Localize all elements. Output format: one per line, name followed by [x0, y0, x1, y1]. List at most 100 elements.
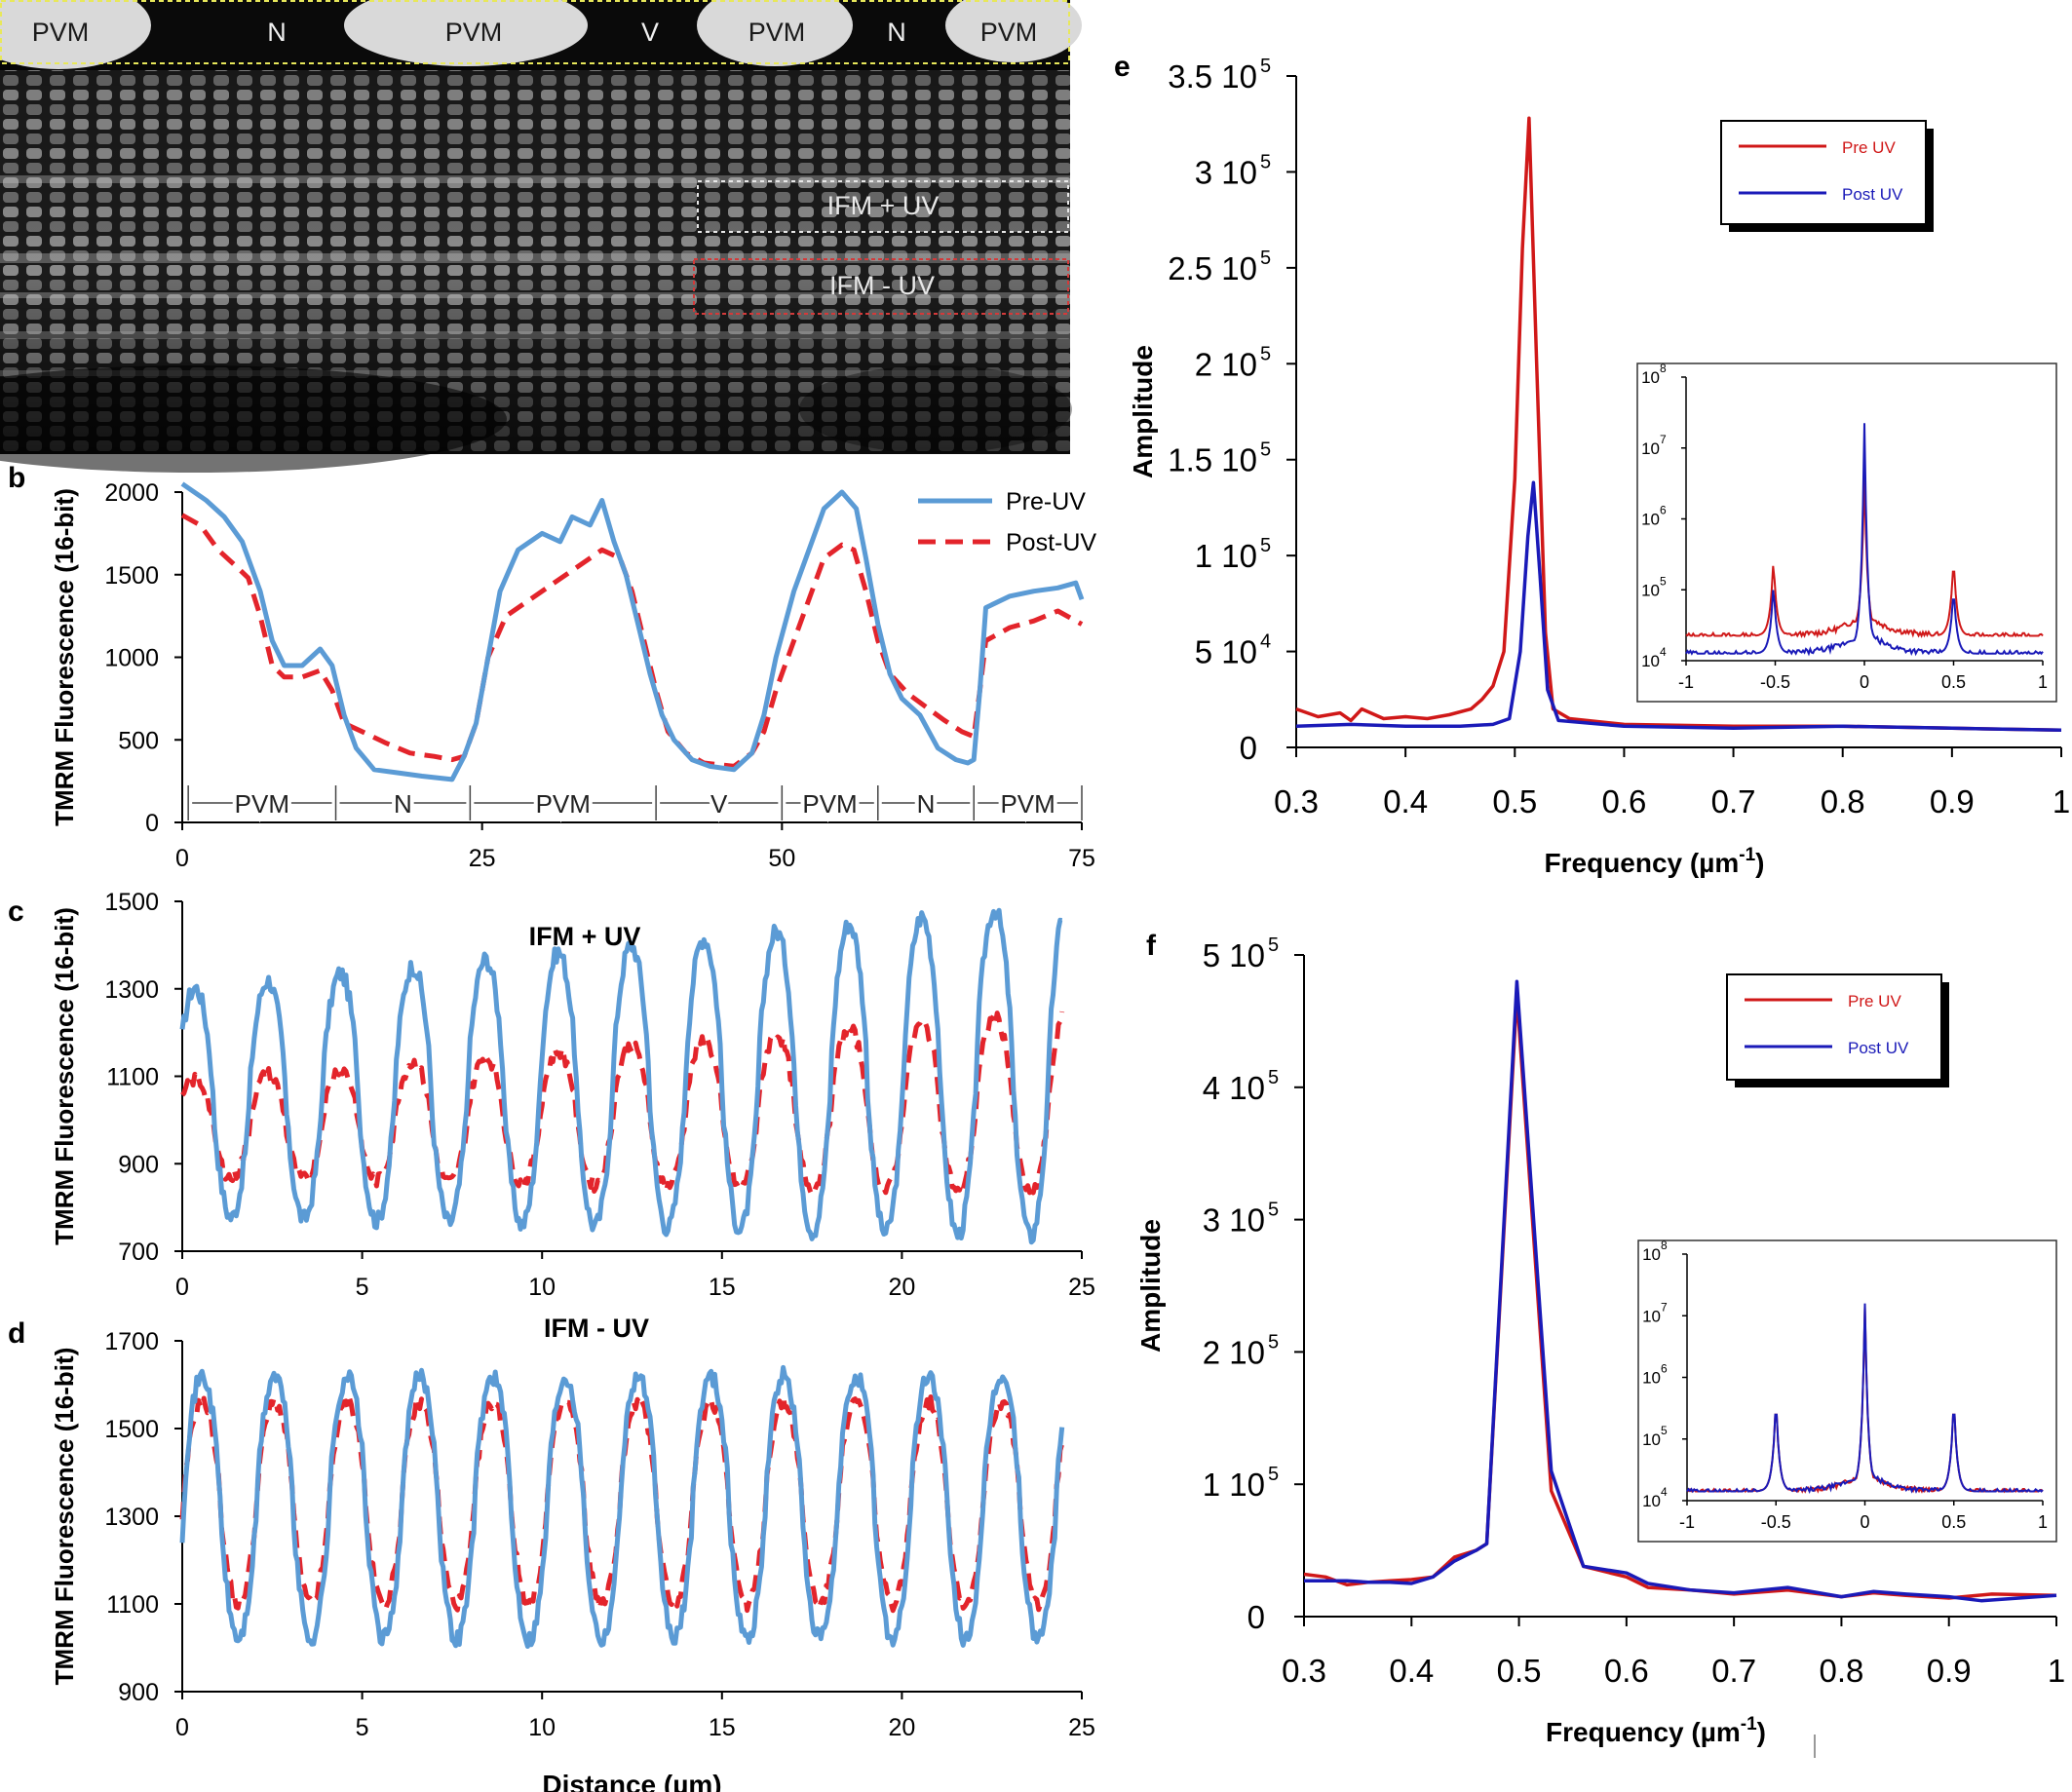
inset-y-tick-exponent: 6	[1661, 1362, 1668, 1376]
pvm-blob	[697, 0, 853, 66]
legend-label-post-uv: Post-UV	[1006, 529, 1096, 556]
y-tick-label: 2.5 10	[1168, 250, 1257, 286]
y-tick-label: 1000	[104, 645, 159, 672]
y-tick-label: 5 10	[1195, 634, 1257, 670]
x-tick-label: 20	[888, 1714, 915, 1741]
inset-y-tick-base: 10	[1642, 1492, 1661, 1510]
x-tick-label: 15	[709, 1274, 736, 1301]
y-tick-exponent: 5	[1268, 934, 1279, 956]
y-tick-label: 1300	[104, 976, 159, 1004]
x-tick-label: 25	[1068, 1274, 1095, 1301]
legend-label-pre-uv: Pre UV	[1848, 992, 1901, 1010]
inset-y-tick-exponent: 8	[1661, 1239, 1668, 1252]
inset-x-tick-label: 0	[1860, 1512, 1869, 1532]
x-tick-label: 0	[175, 1274, 189, 1301]
inset-x-tick-label: 0.5	[1941, 672, 1966, 692]
y-tick-exponent: 5	[1260, 151, 1271, 172]
y-tick-exponent: 5	[1260, 248, 1271, 269]
x-tick-label: 0.5	[1497, 1653, 1542, 1689]
x-tick-label: 1	[2048, 1653, 2065, 1689]
y-axis-label: Amplitude	[1128, 345, 1158, 478]
inset-x-tick-label: 0	[1860, 672, 1869, 692]
x-axis-label: Distance (µm)	[542, 1770, 721, 1792]
y-tick-label: 4 10	[1203, 1070, 1265, 1106]
inset-series-post-uv	[1686, 1303, 2044, 1495]
x-axis-label-main: Frequency (µm	[1546, 1717, 1741, 1747]
inset-y-tick-base: 10	[1642, 1245, 1661, 1264]
chart-b: 0 500 1000 1500 2000 0 25 50 75 TMRM Fluorescence…	[50, 479, 1096, 872]
inset-y-tick-exponent: 4	[1661, 1485, 1668, 1499]
inset-x-tick-label: -0.5	[1760, 672, 1790, 692]
y-axis-label: TMRM Fluorescence (16-bit)	[50, 907, 79, 1245]
y-tick-exponent: 5	[1268, 1200, 1279, 1221]
x-tick-label: 15	[709, 1714, 736, 1741]
region-label: N	[394, 789, 412, 819]
y-tick-label: 500	[118, 727, 159, 754]
y-tick-label: 1100	[106, 1064, 159, 1091]
y-tick-label: 900	[118, 1151, 159, 1178]
x-tick-label: 0.9	[1927, 1653, 1972, 1689]
series-line-post-uv	[1304, 979, 2057, 1603]
panel-letter-e: e	[1114, 51, 1131, 83]
chart-d: 900 1100 1300 1500 1700 0 5 10 15 20 25 TMRM Fluore…	[50, 1314, 1095, 1792]
x-tick-label: 0.6	[1601, 783, 1646, 820]
x-tick-label: 25	[469, 845, 496, 872]
inset-y-tick-exponent: 5	[1661, 1424, 1668, 1437]
panel-letter-c: c	[8, 896, 24, 928]
x-tick-label: 1	[2053, 783, 2070, 820]
chart-title: IFM - UV	[544, 1314, 649, 1343]
x-tick-label: 75	[1068, 845, 1095, 872]
inset-y-tick-base: 10	[1641, 368, 1660, 387]
y-tick-exponent: 4	[1260, 631, 1271, 653]
inset-y-tick-base: 10	[1641, 439, 1660, 458]
series-line-pre-uv	[180, 481, 1085, 782]
micrograph-region-label: V	[641, 18, 659, 47]
x-tick-label: 5	[356, 1274, 369, 1301]
roi-label-lower: IFM - UV	[829, 271, 935, 300]
x-tick-label: 0.9	[1930, 783, 1975, 820]
region-label: N	[917, 789, 936, 819]
region-label: PVM	[802, 789, 857, 819]
inset-y-tick-base: 10	[1641, 511, 1660, 529]
chart-e: 05 10 41 10 51.5 10 52 10 52.5 10 53 10 53.5 1…	[1128, 56, 2070, 878]
chart-title: IFM + UV	[529, 922, 641, 951]
y-tick-label: 1500	[104, 562, 159, 590]
x-tick-label: 0	[175, 1714, 189, 1741]
x-tick-label: 0.7	[1711, 1653, 1756, 1689]
x-tick-label: 25	[1068, 1714, 1095, 1741]
region-label: PVM	[1000, 789, 1055, 819]
x-tick-label: 0.7	[1711, 783, 1756, 820]
legend-label-post-uv: Post UV	[1848, 1039, 1909, 1057]
micrograph-region-label: PVM	[748, 18, 806, 47]
panel-letter-f: f	[1146, 930, 1157, 962]
micrograph-region-label: N	[887, 18, 906, 47]
panel-letter-b: b	[8, 462, 25, 494]
x-tick-label: 0.8	[1821, 783, 1865, 820]
x-tick-label: 0.3	[1274, 783, 1319, 820]
y-tick-label: 2 10	[1195, 346, 1257, 382]
x-axis-label-exponent: -1	[1741, 1714, 1757, 1735]
inset-x-tick-label: -1	[1679, 1512, 1695, 1532]
series-line-post-uv	[180, 513, 1084, 769]
y-tick-label: 0	[1240, 730, 1257, 766]
x-axis-label: Frequency (µm-1)	[1546, 1714, 1766, 1747]
legend-box	[1720, 120, 1927, 225]
y-tick-label: 1 10	[1203, 1467, 1265, 1503]
micrograph-panel: PVM N PVM V PVM N PVM IFM + UV IFM - UV	[0, 0, 1082, 473]
y-tick-label: 700	[118, 1239, 159, 1266]
x-tick-label: 0.6	[1604, 1653, 1649, 1689]
y-tick-label: 1500	[104, 889, 159, 916]
y-tick-label: 5 10	[1203, 937, 1265, 973]
series-line-pre-uv	[179, 1364, 1065, 1649]
header-box	[0, 0, 1070, 64]
y-tick-label: 1100	[106, 1591, 159, 1619]
micrograph-region-label: PVM	[32, 18, 90, 47]
series-line-post-uv	[1295, 480, 2062, 733]
legend-label-post-uv: Post UV	[1842, 185, 1903, 204]
x-axis-label: Frequency (µm-1)	[1545, 845, 1765, 878]
pvm-blob	[0, 0, 151, 69]
y-tick-exponent: 5	[1260, 343, 1271, 364]
y-tick-exponent: 5	[1260, 535, 1271, 556]
x-tick-label: 0	[175, 845, 189, 872]
